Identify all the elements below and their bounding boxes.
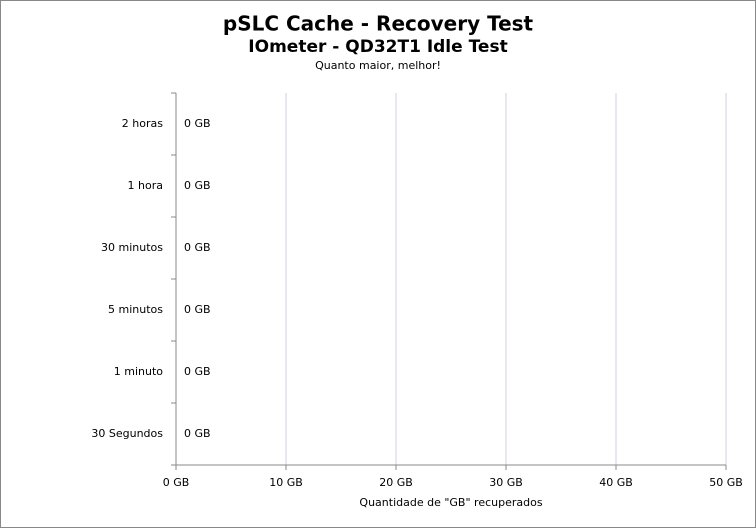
chart-title: pSLC Cache - Recovery Test [223,12,534,36]
y-tick-label: 1 hora [128,179,163,192]
x-axis-title: Quantidade de "GB" recuperados [359,496,542,509]
data-label: 0 GB [184,241,211,254]
y-tick-label: 2 horas [122,117,163,130]
y-tick-label: 30 Segundos [91,427,163,440]
y-tick-label: 30 minutos [101,241,163,254]
x-tick-label: 40 GB [599,476,633,489]
x-tick-label: 0 GB [163,476,190,489]
chart-subtitle: IOmeter - QD32T1 Idle Test [248,37,507,57]
data-label: 0 GB [184,179,211,192]
data-label: 0 GB [184,365,211,378]
data-label: 0 GB [184,117,211,130]
data-label: 0 GB [184,303,211,316]
x-tick-label: 30 GB [489,476,523,489]
y-tick-label: 1 minuto [114,365,164,378]
y-tick-label: 5 minutos [108,303,163,316]
x-tick-label: 10 GB [269,476,303,489]
chart-note: Quanto maior, melhor! [315,59,441,72]
x-tick-label: 50 GB [709,476,743,489]
data-label: 0 GB [184,427,211,440]
x-tick-label: 20 GB [379,476,413,489]
